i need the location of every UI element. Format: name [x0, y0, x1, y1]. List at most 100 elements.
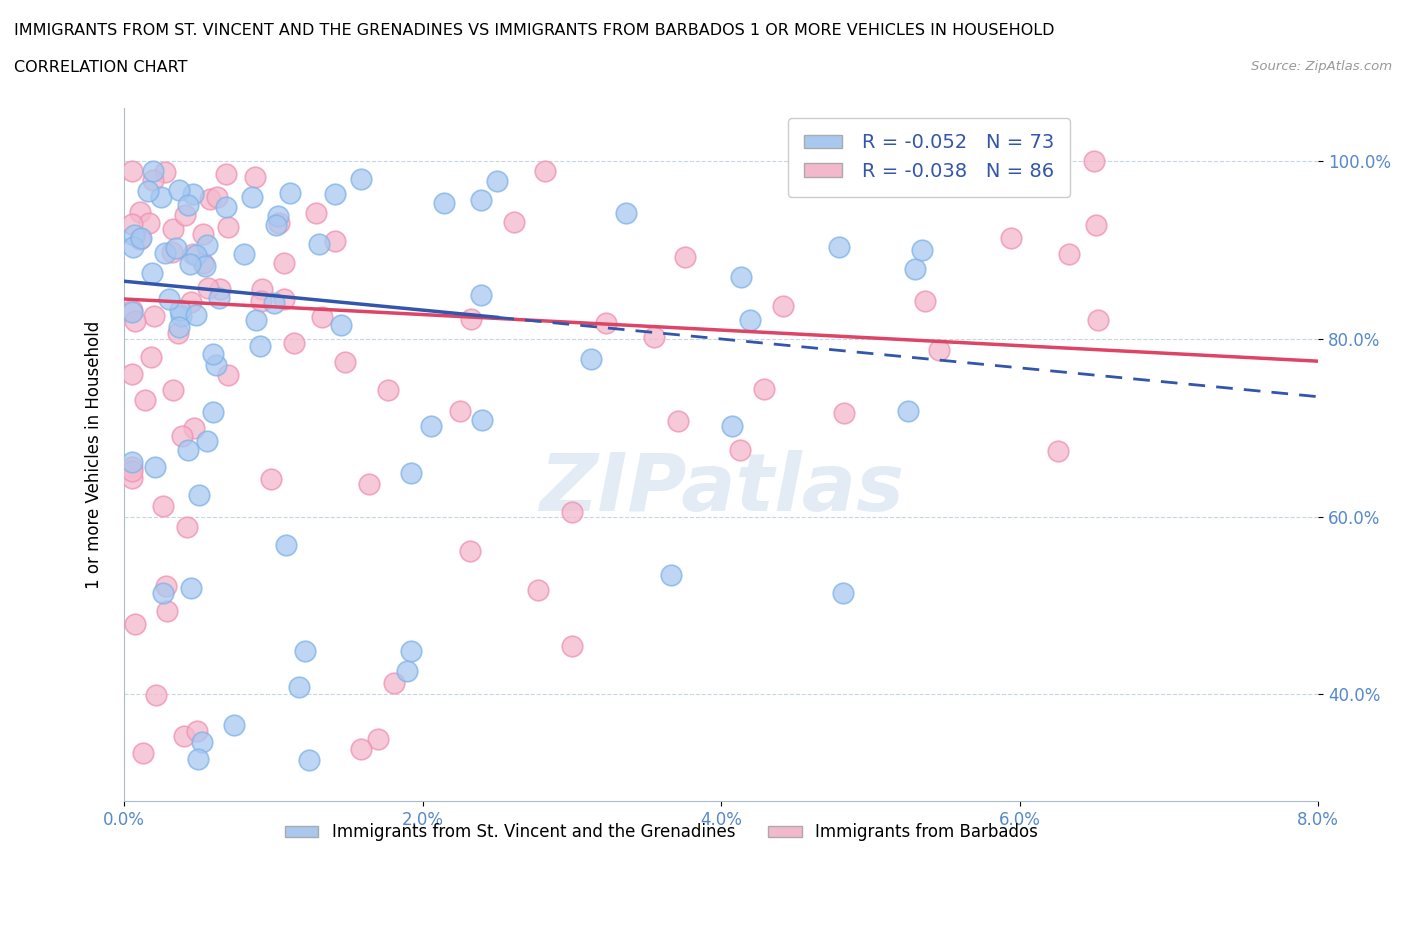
Point [323, 234, 346, 249]
Point [260, 472, 283, 486]
Point [357, 476, 380, 491]
Point [121, 164, 143, 179]
Point [205, 358, 228, 373]
Point [191, 226, 214, 241]
Point [283, 336, 305, 351]
Point [666, 414, 689, 429]
Point [263, 296, 285, 311]
Point [173, 728, 195, 743]
Point [121, 471, 143, 485]
Point [273, 291, 295, 306]
Point [928, 343, 950, 358]
Point [325, 186, 347, 201]
Point [377, 383, 399, 398]
Point [195, 433, 218, 448]
Point [264, 218, 287, 232]
Point [803, 154, 825, 169]
Point [169, 302, 191, 317]
Point [194, 259, 217, 273]
Point [201, 346, 224, 361]
Point [1084, 218, 1107, 232]
Point [180, 295, 202, 310]
Point [1000, 231, 1022, 246]
Point [643, 330, 665, 345]
Point [661, 567, 683, 582]
Point [458, 543, 481, 558]
Point [200, 192, 222, 206]
Point [160, 245, 183, 259]
Point [728, 443, 751, 458]
Point [136, 184, 159, 199]
Point [433, 195, 456, 210]
Point [579, 352, 602, 366]
Point [129, 205, 152, 219]
Point [122, 240, 145, 255]
Point [162, 222, 184, 237]
Point [176, 519, 198, 534]
Point [134, 392, 156, 407]
Point [179, 257, 201, 272]
Point [832, 586, 855, 601]
Point [172, 428, 194, 443]
Point [288, 680, 311, 695]
Point [193, 256, 215, 271]
Point [152, 498, 174, 513]
Point [222, 718, 245, 733]
Point [188, 488, 211, 503]
Point [121, 454, 143, 469]
Point [141, 266, 163, 281]
Legend: Immigrants from St. Vincent and the Grenadines, Immigrants from Barbados: Immigrants from St. Vincent and the Gren… [278, 817, 1045, 848]
Point [311, 310, 333, 325]
Point [561, 504, 583, 519]
Point [298, 753, 321, 768]
Point [122, 227, 145, 242]
Point [399, 466, 422, 481]
Text: IMMIGRANTS FROM ST. VINCENT AND THE GRENADINES VS IMMIGRANTS FROM BARBADOS 1 OR : IMMIGRANTS FROM ST. VINCENT AND THE GREN… [14, 23, 1054, 38]
Point [162, 382, 184, 397]
Point [121, 217, 143, 232]
Point [121, 464, 143, 479]
Point [266, 208, 288, 223]
Point [186, 307, 208, 322]
Point [129, 231, 152, 246]
Point [169, 320, 191, 335]
Text: CORRELATION CHART: CORRELATION CHART [14, 60, 187, 75]
Point [420, 418, 443, 433]
Point [904, 262, 927, 277]
Point [155, 578, 177, 593]
Point [197, 280, 219, 295]
Point [399, 644, 422, 658]
Point [128, 232, 150, 246]
Text: Source: ZipAtlas.com: Source: ZipAtlas.com [1251, 60, 1392, 73]
Point [181, 186, 204, 201]
Point [124, 313, 146, 328]
Point [183, 420, 205, 435]
Point [170, 309, 193, 324]
Point [249, 339, 271, 353]
Point [145, 688, 167, 703]
Point [124, 617, 146, 631]
Point [157, 292, 180, 307]
Point [534, 164, 557, 179]
Point [121, 366, 143, 381]
Point [186, 751, 208, 766]
Point [832, 405, 855, 420]
Point [274, 538, 297, 552]
Point [214, 166, 236, 181]
Point [267, 216, 290, 231]
Point [1083, 153, 1105, 168]
Point [240, 190, 263, 205]
Point [250, 294, 273, 309]
Point [730, 270, 752, 285]
Point [752, 381, 775, 396]
Point [174, 207, 197, 222]
Point [138, 216, 160, 231]
Point [252, 282, 274, 297]
Point [273, 256, 295, 271]
Point [233, 246, 256, 261]
Point [614, 206, 637, 220]
Point [217, 367, 239, 382]
Point [205, 190, 228, 205]
Point [155, 165, 177, 179]
Point [217, 219, 239, 234]
